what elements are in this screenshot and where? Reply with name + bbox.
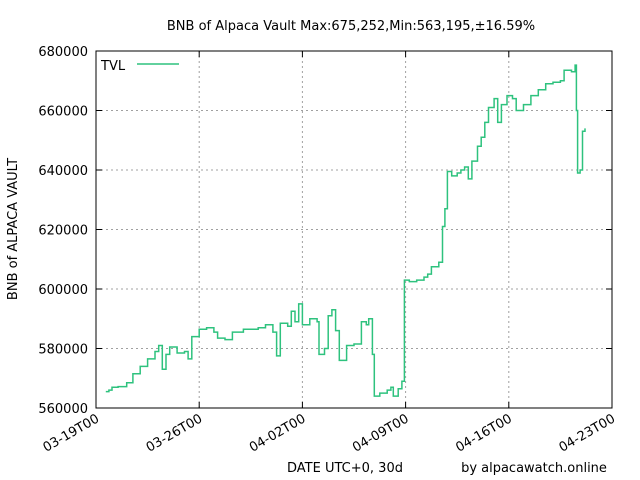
y-tick-label: 560000 bbox=[38, 402, 88, 417]
y-tick-label: 640000 bbox=[38, 164, 88, 179]
credit-text: by alpacawatch.online bbox=[461, 461, 607, 476]
x-tick-label: 04-02T00 bbox=[247, 411, 308, 455]
y-tick-label: 620000 bbox=[38, 224, 88, 239]
y-tick-label: 600000 bbox=[38, 283, 88, 298]
y-axis: 560000 580000 600000 620000 640000 660000 6800… bbox=[38, 45, 612, 417]
x-axis: 03-19T00 03-26T00 04-02T00 04-09T00 04-16T00… bbox=[41, 51, 618, 456]
x-tick-label: 04-16T00 bbox=[453, 411, 514, 455]
legend-entry-tvl: TVL bbox=[100, 59, 126, 74]
x-tick-label: 04-23T00 bbox=[557, 411, 618, 455]
y-tick-label: 580000 bbox=[38, 343, 88, 358]
x-axis-label: DATE UTC+0, 30d bbox=[287, 461, 403, 476]
y-tick-label: 660000 bbox=[38, 105, 88, 120]
x-tick-label: 03-19T00 bbox=[41, 411, 102, 455]
series-line-tvl bbox=[105, 64, 586, 397]
x-tick-label: 03-26T00 bbox=[144, 411, 205, 455]
y-axis-label: BNB of ALPACA VAULT bbox=[6, 158, 21, 300]
grid bbox=[96, 51, 612, 408]
chart-title: BNB of Alpaca Vault Max:675,252,Min:563,… bbox=[167, 19, 535, 34]
y-tick-label: 680000 bbox=[38, 45, 88, 60]
x-tick-label: 04-09T00 bbox=[350, 411, 411, 455]
plot-area-frame bbox=[95, 50, 613, 409]
legend: TVL bbox=[100, 59, 179, 74]
